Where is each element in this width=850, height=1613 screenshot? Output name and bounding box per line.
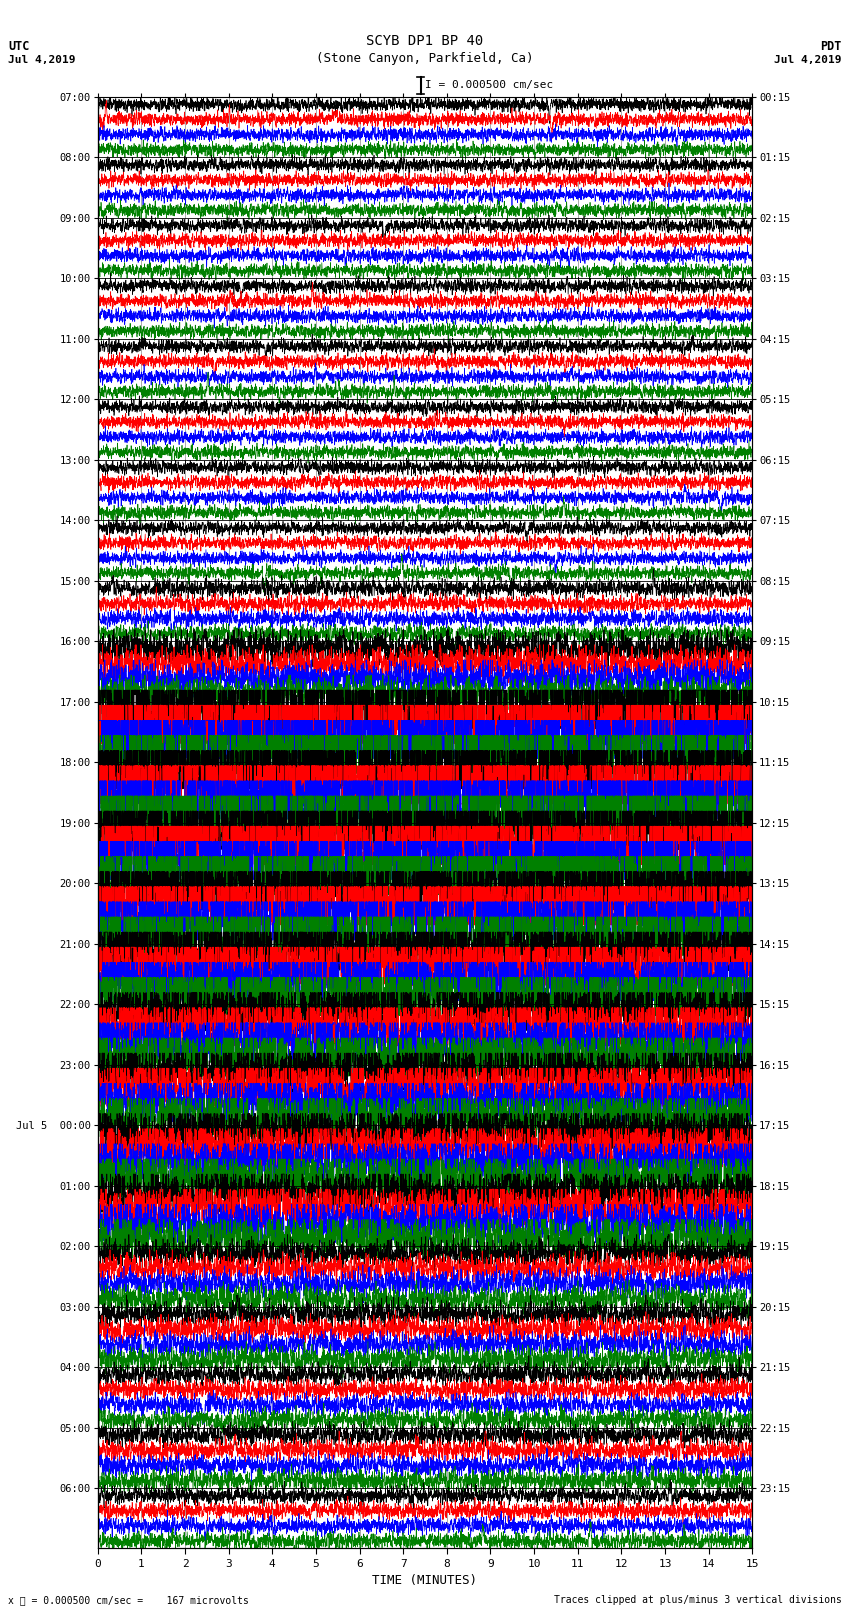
Text: (Stone Canyon, Parkfield, Ca): (Stone Canyon, Parkfield, Ca) <box>316 52 534 65</box>
Text: I = 0.000500 cm/sec: I = 0.000500 cm/sec <box>425 81 553 90</box>
Text: Traces clipped at plus/minus 3 vertical divisions: Traces clipped at plus/minus 3 vertical … <box>553 1595 842 1605</box>
Text: SCYB DP1 BP 40: SCYB DP1 BP 40 <box>366 34 484 48</box>
Text: PDT: PDT <box>820 40 842 53</box>
Text: UTC: UTC <box>8 40 30 53</box>
Text: x ⎸ = 0.000500 cm/sec =    167 microvolts: x ⎸ = 0.000500 cm/sec = 167 microvolts <box>8 1595 249 1605</box>
X-axis label: TIME (MINUTES): TIME (MINUTES) <box>372 1574 478 1587</box>
Text: Jul 4,2019: Jul 4,2019 <box>8 55 76 65</box>
Text: Jul 4,2019: Jul 4,2019 <box>774 55 842 65</box>
